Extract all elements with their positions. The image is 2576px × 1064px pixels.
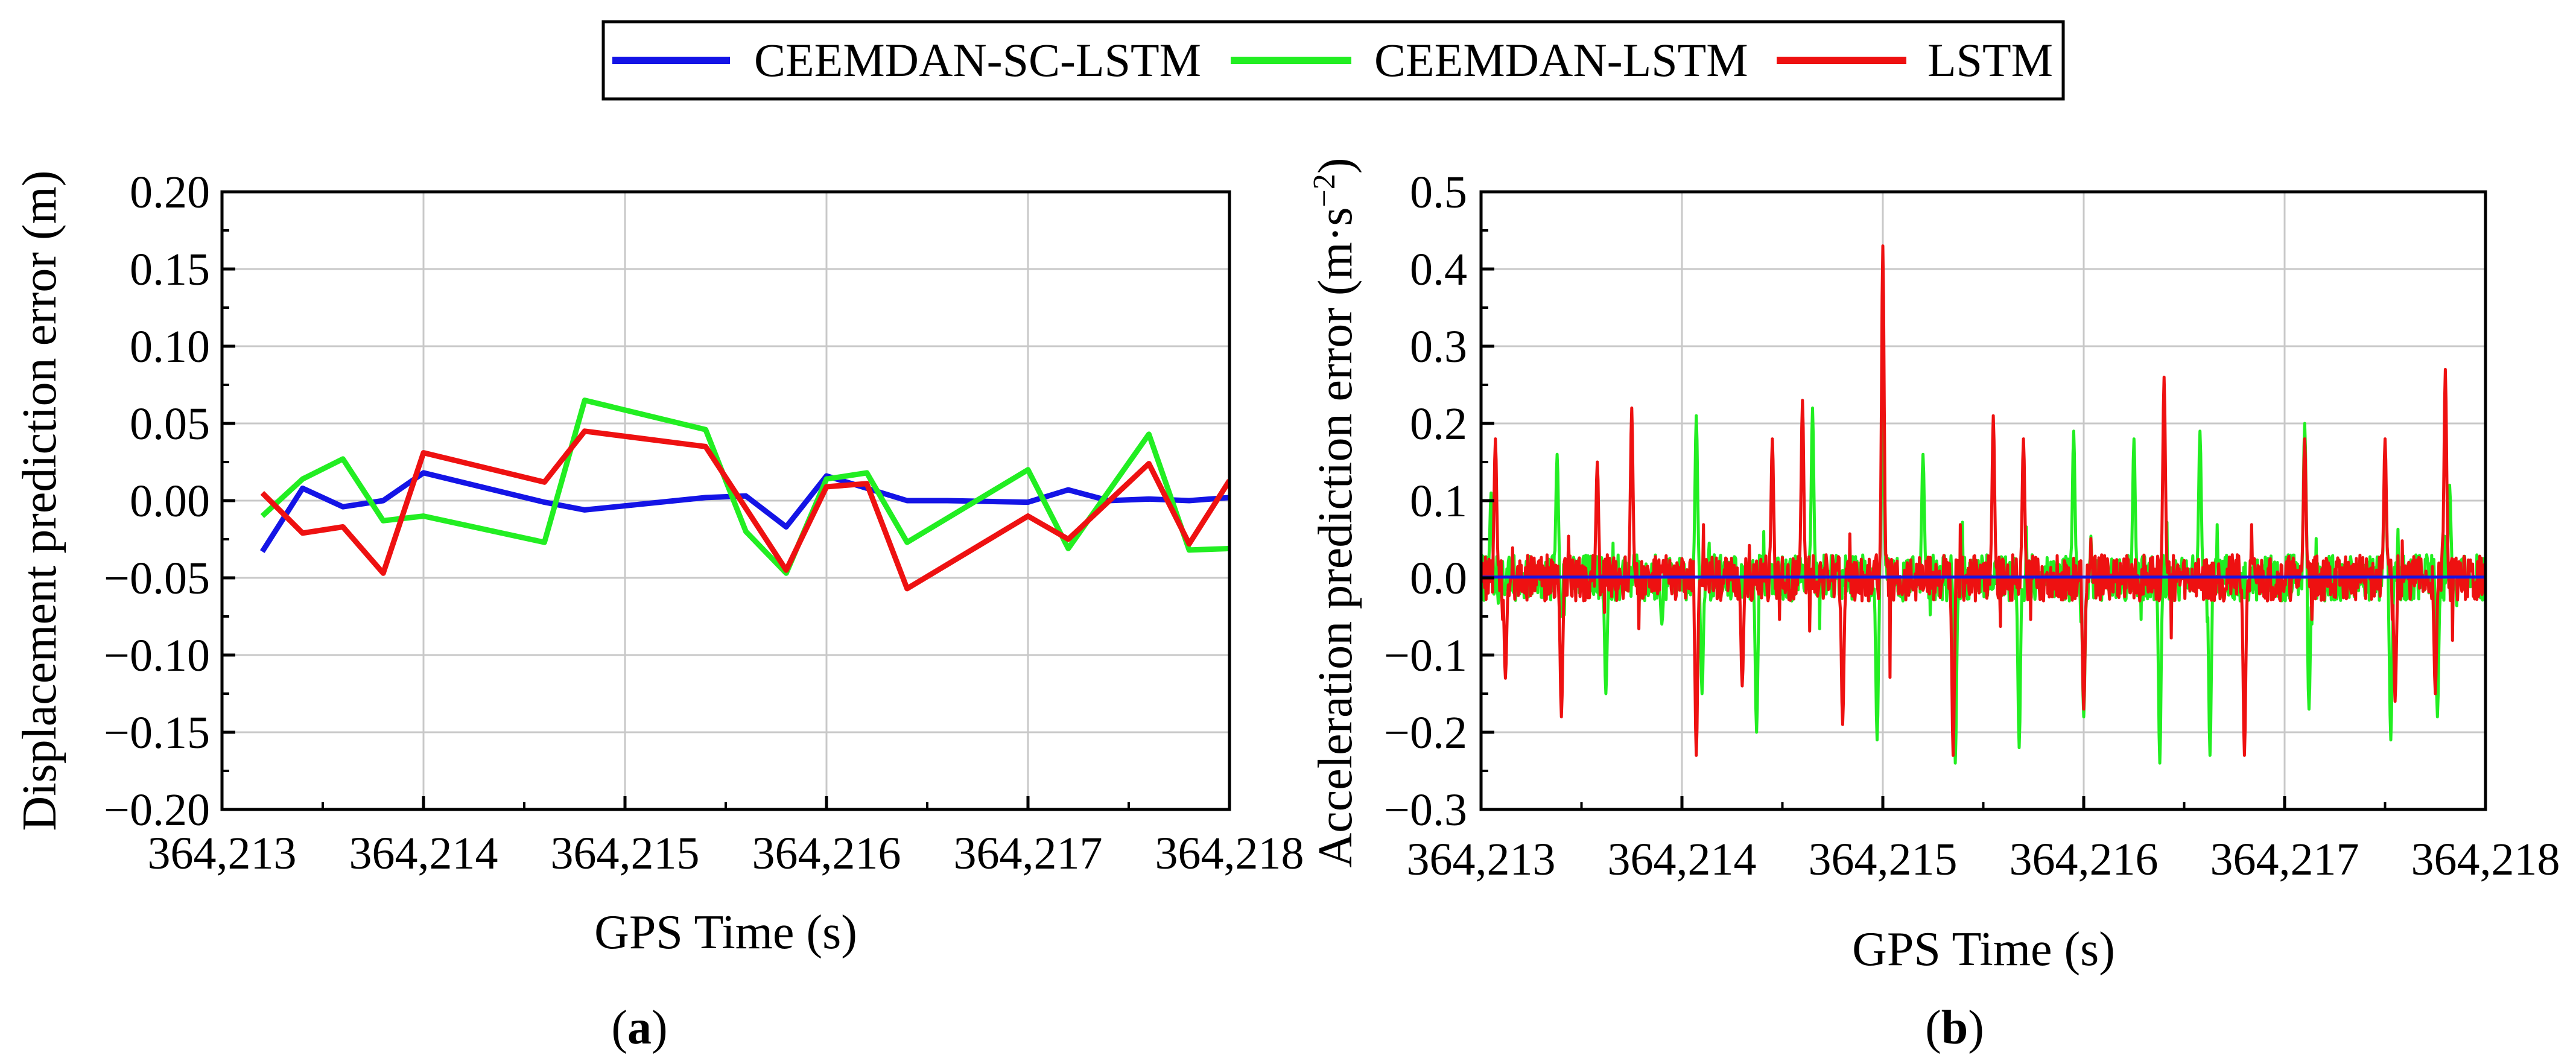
chart-a-xtick-label: 364,217 xyxy=(954,828,1103,879)
chart-a-ytick-label: 0.00 xyxy=(130,476,210,527)
chart-b-series xyxy=(1481,244,2486,765)
chart-b: −0.3 −0.2 −0.1 0.0 0.1 0.2 0.3 0.4 0.5 364,213 364… xyxy=(1307,157,2560,1054)
legend-label-lstm: LSTM xyxy=(1927,34,2053,86)
chart-b-xtick-label: 364,218 xyxy=(2411,834,2560,885)
chart-b-ytick-label: 0.4 xyxy=(1410,244,1467,295)
chart-b-ytick-label: 0.2 xyxy=(1410,399,1467,449)
chart-a-x-axis-title: GPS Time (s) xyxy=(594,906,857,959)
chart-a-ticks: −0.20 −0.15 −0.10 −0.05 0.00 0.05 0.10 0.15 0.20… xyxy=(104,167,1304,879)
chart-a-ytick-label: 0.10 xyxy=(130,321,210,372)
chart-b-ticks: −0.3 −0.2 −0.1 0.0 0.1 0.2 0.3 0.4 0.5 364,213 364… xyxy=(1384,167,2560,885)
chart-b-xtick-label: 364,213 xyxy=(1407,834,1556,885)
chart-a-ytick-label: −0.10 xyxy=(104,630,210,681)
chart-a-xtick-label: 364,214 xyxy=(349,828,498,879)
chart-a-series xyxy=(260,397,1229,592)
chart-b-xtick-label: 364,215 xyxy=(1809,834,1958,885)
chart-b-ytick-label: −0.3 xyxy=(1384,785,1467,835)
chart-b-y-axis-title: Acceleration prediction error (m·s−2) xyxy=(1307,157,1362,867)
chart-a-panel-label: (a) xyxy=(611,1001,667,1054)
chart-b-series-lstm xyxy=(1481,244,2486,757)
legend-label-ceemdan-sc-lstm: CEEMDAN-SC-LSTM xyxy=(754,34,1201,86)
chart-a-xtick-label: 364,216 xyxy=(752,828,901,879)
chart-a-ytick-label: 0.15 xyxy=(130,244,210,295)
chart-b-xtick-label: 364,216 xyxy=(2010,834,2159,885)
chart-a-y-axis-title: Displacement prediction error (m) xyxy=(13,170,66,831)
chart-b-ytick-label: 0.3 xyxy=(1410,321,1467,372)
chart-b-xtick-label: 364,217 xyxy=(2210,834,2359,885)
chart-a-ytick-label: −0.05 xyxy=(104,553,210,604)
chart-b-ytick-label: −0.1 xyxy=(1384,630,1467,681)
chart-b-ytick-label: −0.2 xyxy=(1384,708,1467,758)
chart-b-panel-label: (b) xyxy=(1925,1001,1984,1054)
chart-b-grid xyxy=(1480,191,2487,811)
chart-a-series-lstm xyxy=(260,428,1229,592)
chart-a-ytick-label: −0.15 xyxy=(104,708,210,758)
chart-b-xtick-label: 364,214 xyxy=(1608,834,1757,885)
legend: CEEMDAN-SC-LSTM CEEMDAN-LSTM LSTM xyxy=(601,20,2065,101)
chart-b-ytick-label: 0.5 xyxy=(1410,167,1467,218)
chart-a-xtick-label: 364,215 xyxy=(551,828,700,879)
chart-a-ytick-label: −0.20 xyxy=(104,785,210,835)
chart-a-xtick-label: 364,218 xyxy=(1155,828,1304,879)
legend-label-ceemdan-lstm: CEEMDAN-LSTM xyxy=(1374,34,1748,86)
chart-b-ytick-label: 0.0 xyxy=(1410,553,1467,604)
chart-a: −0.20 −0.15 −0.10 −0.05 0.00 0.05 0.10 0.15 0.20… xyxy=(13,167,1304,1054)
chart-a-xtick-label: 364,213 xyxy=(148,828,297,879)
chart-b-ytick-label: 0.1 xyxy=(1410,476,1467,527)
chart-a-ytick-label: 0.05 xyxy=(130,399,210,449)
chart-b-x-axis-title: GPS Time (s) xyxy=(1852,923,2115,976)
chart-a-ytick-label: 0.20 xyxy=(130,167,210,218)
